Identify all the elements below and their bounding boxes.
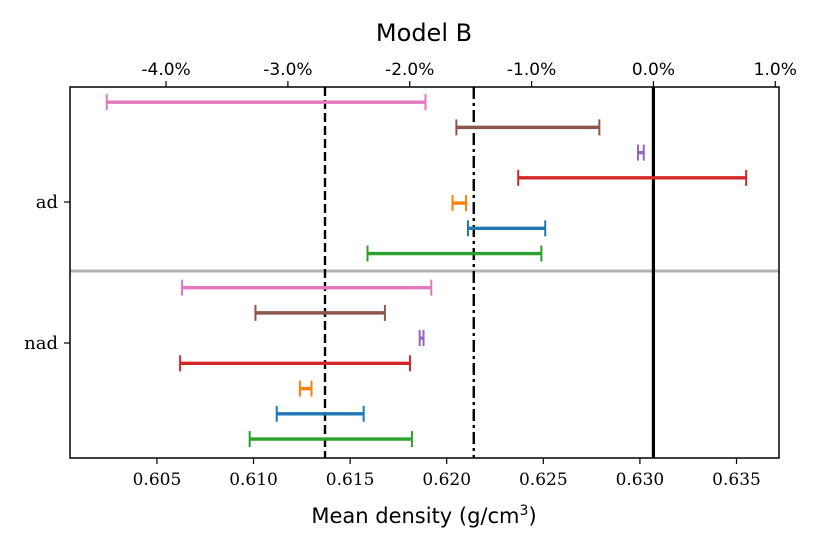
x-tick-label: 0.620 [422,470,471,490]
error-bar [181,279,433,296]
chart-title: Model B [376,19,472,47]
top-tick-label: -4.0% [141,60,190,80]
x-tick-label: 0.635 [712,470,761,490]
error-bar [451,195,468,212]
error-bar [418,330,425,347]
top-tick-label: 1.0% [754,60,797,80]
error-bar [275,405,365,422]
error-bar [248,431,413,448]
top-tick-label: 0.0% [632,60,675,80]
top-tick-label: -3.0% [263,60,312,80]
error-bar [179,355,412,372]
x-tick-label: 0.630 [616,470,665,490]
x-tick-label: 0.610 [229,470,278,490]
x-axis-label: Mean density (g/cm3) [311,503,536,528]
error-bar [366,245,543,262]
error-bar [466,220,547,237]
error-bar [254,304,386,321]
x-axis-label-superscript: 3 [520,503,529,519]
top-tick-label: -1.0% [507,60,556,80]
plot-area: 0.605 0.610 0.615 0.620 0.625 0.630 0.635 -4.0%… [24,60,797,490]
x-tick-label: 0.605 [133,470,182,490]
x-tick-label: 0.615 [326,470,375,490]
error-bar [636,144,645,161]
error-bar [105,94,427,111]
error-bar [455,119,601,136]
x-tick-label: 0.625 [519,470,568,490]
x-axis-label-close: ) [528,504,536,528]
y-tick-label: ad [36,192,58,213]
plot-frame [69,86,780,459]
error-bar [298,380,313,397]
y-tick-label: nad [24,333,58,354]
top-tick-label: -2.0% [385,60,434,80]
x-axis-label-text: Mean density (g/cm [311,504,519,528]
error-bar [517,169,748,186]
